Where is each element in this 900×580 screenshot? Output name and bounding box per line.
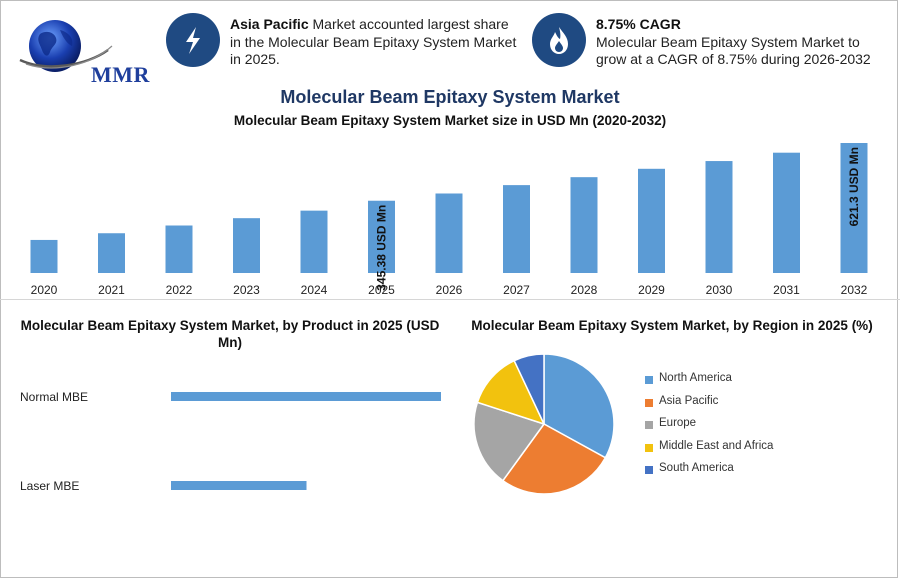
x-tick-label: 2029 — [638, 283, 665, 297]
pie-slice-south-america — [513, 353, 545, 425]
legend-swatch — [645, 466, 653, 474]
globe-icon — [19, 20, 113, 72]
chart-subtitle: Molecular Beam Epitaxy System Market siz… — [233, 113, 667, 128]
bar-2032 — [840, 143, 868, 273]
legend-swatch — [645, 443, 653, 452]
bar-2022 — [165, 225, 193, 273]
mmr-logo: MMR — [16, 16, 149, 87]
data-label: 621.3 USD Mn — [847, 147, 861, 226]
bar-2024 — [300, 210, 328, 273]
product-bar-normal-mbe — [171, 392, 441, 401]
bar-2031 — [773, 152, 800, 273]
legend-label: Middle East and Africa — [659, 439, 774, 452]
info-cagr-text: Molecular Beam Epitaxy System Market to … — [596, 33, 871, 68]
chart-title: Molecular Beam Epitaxy System Market — [280, 87, 620, 107]
product-chart-title: Molecular Beam Epitaxy System Market, by… — [20, 318, 440, 350]
info-cagr-bold: 8.75% CAGR — [596, 16, 681, 32]
product-bar-chart — [171, 392, 441, 490]
bar-2021 — [98, 233, 125, 273]
bar-2023 — [233, 218, 260, 273]
product-bar-laser-mbe — [171, 481, 307, 490]
legend-label: North America — [659, 372, 732, 384]
x-tick-label: 2028 — [571, 283, 598, 297]
bar-2020 — [30, 239, 58, 273]
flame-icon — [532, 13, 586, 67]
bar-2027 — [503, 185, 530, 273]
x-tick-label: 2027 — [503, 283, 530, 297]
x-tick-label: 2023 — [233, 283, 260, 297]
legend-swatch — [645, 421, 653, 429]
legend-label: South America — [659, 462, 734, 474]
data-label: 345.38 USD Mn — [375, 205, 389, 291]
x-tick-label: 2031 — [773, 283, 800, 297]
legend-label: Europe — [659, 417, 697, 429]
x-tick-label: 2026 — [436, 283, 463, 297]
legend-label: Asia Pacific — [659, 394, 719, 407]
x-tick-label: 2030 — [706, 283, 733, 297]
logo-text: MMR — [91, 62, 150, 87]
x-tick-label: 2025 — [368, 283, 395, 297]
x-tick-label: 2022 — [166, 283, 193, 297]
bar-2026 — [435, 193, 463, 273]
x-tick-label: 2032 — [841, 283, 868, 297]
pie-slice-asia-pacific — [501, 423, 607, 495]
product-label-laser-mbe: Laser MBE — [20, 479, 80, 493]
info-asia-pacific: Asia Pacific Market accounted largest sh… — [230, 16, 520, 69]
pie-slice-europe — [473, 401, 546, 482]
region-pie-chart — [473, 353, 615, 495]
lightning-icon — [166, 13, 220, 67]
info-asia-pacific-bold: Asia Pacific — [230, 16, 309, 32]
bar-2028 — [570, 177, 598, 273]
info-cagr: 8.75% CAGR Molecular Beam Epitaxy System… — [596, 16, 886, 69]
pie-slice-middle-east-and-africa — [476, 359, 546, 426]
pie-slice-north-america — [543, 353, 615, 459]
market-size-bar-chart: 2020 2021 2022 2023 2024 2025 2026 2027 2028 2029… — [30, 143, 868, 297]
info-asia-pacific-text: Market accounted largest share in the Mo… — [230, 16, 517, 67]
region-chart-title: Molecular Beam Epitaxy System Market, by… — [471, 318, 873, 333]
x-tick-label: 2020 — [31, 283, 58, 297]
legend-swatch — [645, 376, 653, 384]
x-tick-label: 2024 — [301, 283, 328, 297]
x-tick-label: 2021 — [98, 283, 125, 297]
legend-swatch — [645, 398, 653, 407]
product-label-normal-mbe: Normal MBE — [20, 390, 89, 404]
bar-2030 — [705, 161, 733, 273]
section-divider — [0, 299, 900, 300]
bar-2029 — [638, 168, 665, 273]
bar-2025 — [368, 200, 395, 273]
